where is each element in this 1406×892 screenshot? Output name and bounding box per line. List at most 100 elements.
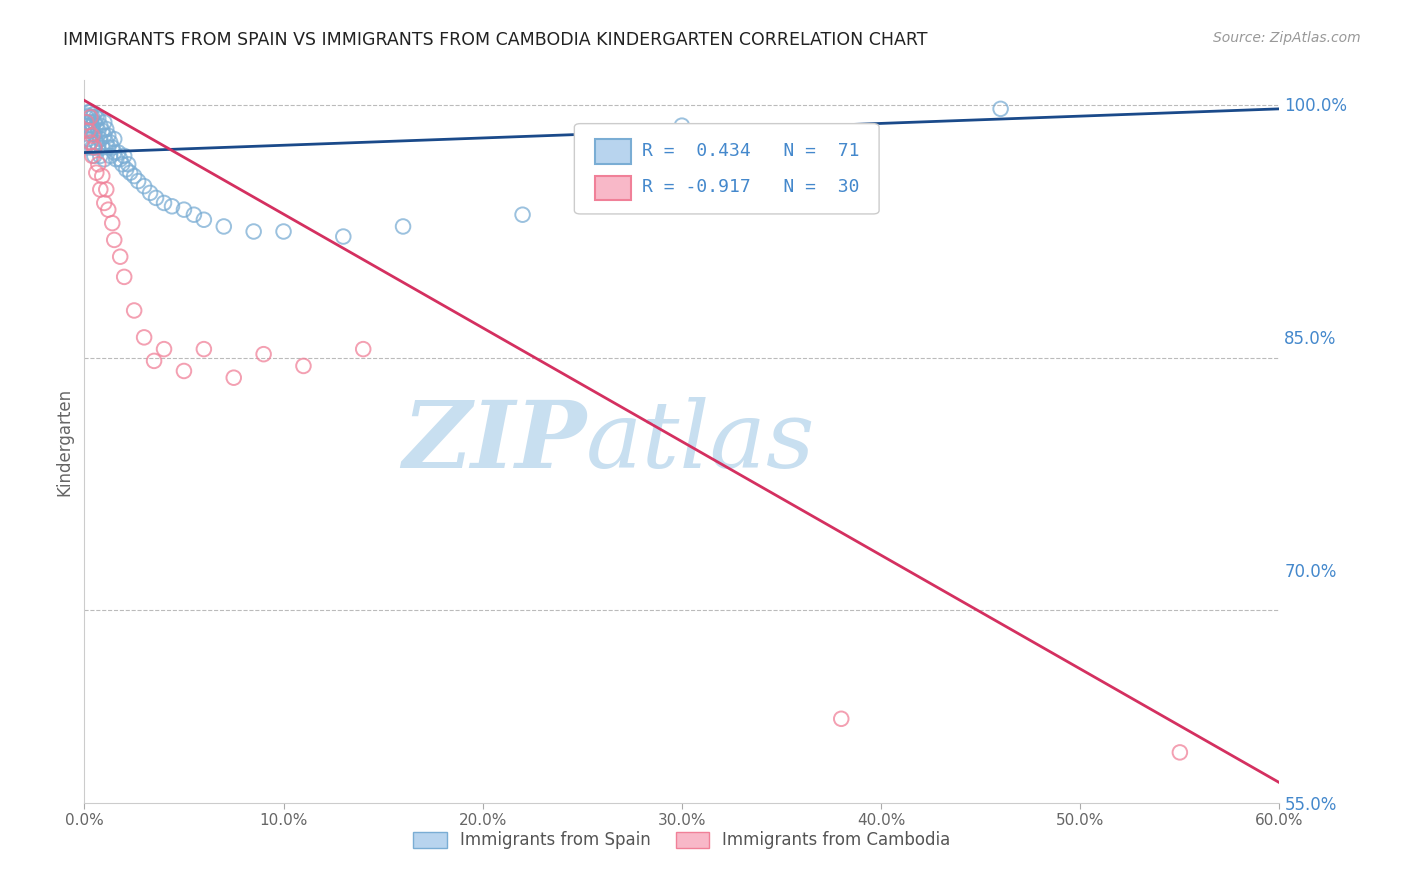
Point [222,370,245,384]
Text: R = -0.917   N =  30: R = -0.917 N = 30 [643,178,860,196]
Point [79,110,101,124]
Point [83,115,105,129]
Point [97,128,120,143]
Point [77,132,100,146]
Point [98,136,121,150]
Point [79,115,101,129]
Point [97,202,120,217]
Point [79,105,101,120]
Point [89,119,111,133]
Point [82,124,104,138]
Point [830,712,852,726]
Point [75,110,97,124]
Point [160,199,183,213]
Point [183,208,205,222]
Point [75,124,97,138]
Point [79,136,101,150]
Point [117,157,139,171]
Point [107,145,129,160]
Point [93,128,115,143]
Point [101,140,124,154]
Point [77,140,100,154]
Point [77,109,100,123]
Point [990,102,1012,116]
Point [212,219,235,234]
Point [332,229,354,244]
Text: IMMIGRANTS FROM SPAIN VS IMMIGRANTS FROM CAMBODIA KINDERGARTEN CORRELATION CHART: IMMIGRANTS FROM SPAIN VS IMMIGRANTS FROM… [63,31,928,49]
Point [122,169,145,183]
Point [512,208,534,222]
Point [143,354,166,368]
Point [83,149,105,163]
Point [82,149,104,163]
Point [93,153,115,167]
Point [105,153,128,167]
Point [193,342,215,356]
Point [122,303,145,318]
Point [1168,745,1191,759]
Point [87,124,110,138]
Point [86,110,108,124]
Point [132,330,156,344]
Point [89,132,111,146]
Point [97,140,120,154]
Point [75,115,97,129]
Point [292,359,315,373]
Point [93,196,115,211]
Point [112,269,135,284]
Point [127,174,149,188]
FancyBboxPatch shape [595,176,630,200]
Y-axis label: Kindergarten: Kindergarten [55,387,73,496]
Text: R =  0.434   N =  71: R = 0.434 N = 71 [643,142,860,160]
Point [98,149,121,163]
Point [242,225,264,239]
Point [139,186,162,200]
Point [91,124,114,138]
Point [86,166,108,180]
Point [83,107,105,121]
Point [93,115,115,129]
Point [87,112,110,126]
Point [91,140,114,154]
Point [120,166,142,180]
Point [352,342,374,356]
Point [87,157,110,171]
FancyBboxPatch shape [595,139,630,163]
Point [96,136,118,150]
Point [82,110,104,124]
Point [132,179,156,194]
Point [86,136,108,150]
Point [153,342,176,356]
Point [173,364,195,378]
Point [145,191,167,205]
Point [153,196,176,211]
Point [115,162,138,177]
Point [82,119,104,133]
Point [79,110,101,124]
Point [110,153,132,167]
Point [112,149,135,163]
Text: Source: ZipAtlas.com: Source: ZipAtlas.com [1213,31,1361,45]
Point [83,127,105,141]
Point [173,202,195,217]
Point [82,140,104,154]
Point [103,145,125,160]
Point [253,347,276,361]
Point [671,119,693,133]
Point [75,115,97,129]
Point [101,216,124,230]
Point [83,140,105,154]
Point [79,124,101,138]
Point [89,182,111,196]
Point [96,182,118,196]
Point [77,119,100,133]
Point [79,136,101,150]
FancyBboxPatch shape [575,124,879,214]
Point [87,140,110,154]
Point [89,149,111,163]
Point [193,212,215,227]
Point [103,233,125,247]
Point [392,219,415,234]
Point [110,250,132,264]
Point [77,124,100,138]
